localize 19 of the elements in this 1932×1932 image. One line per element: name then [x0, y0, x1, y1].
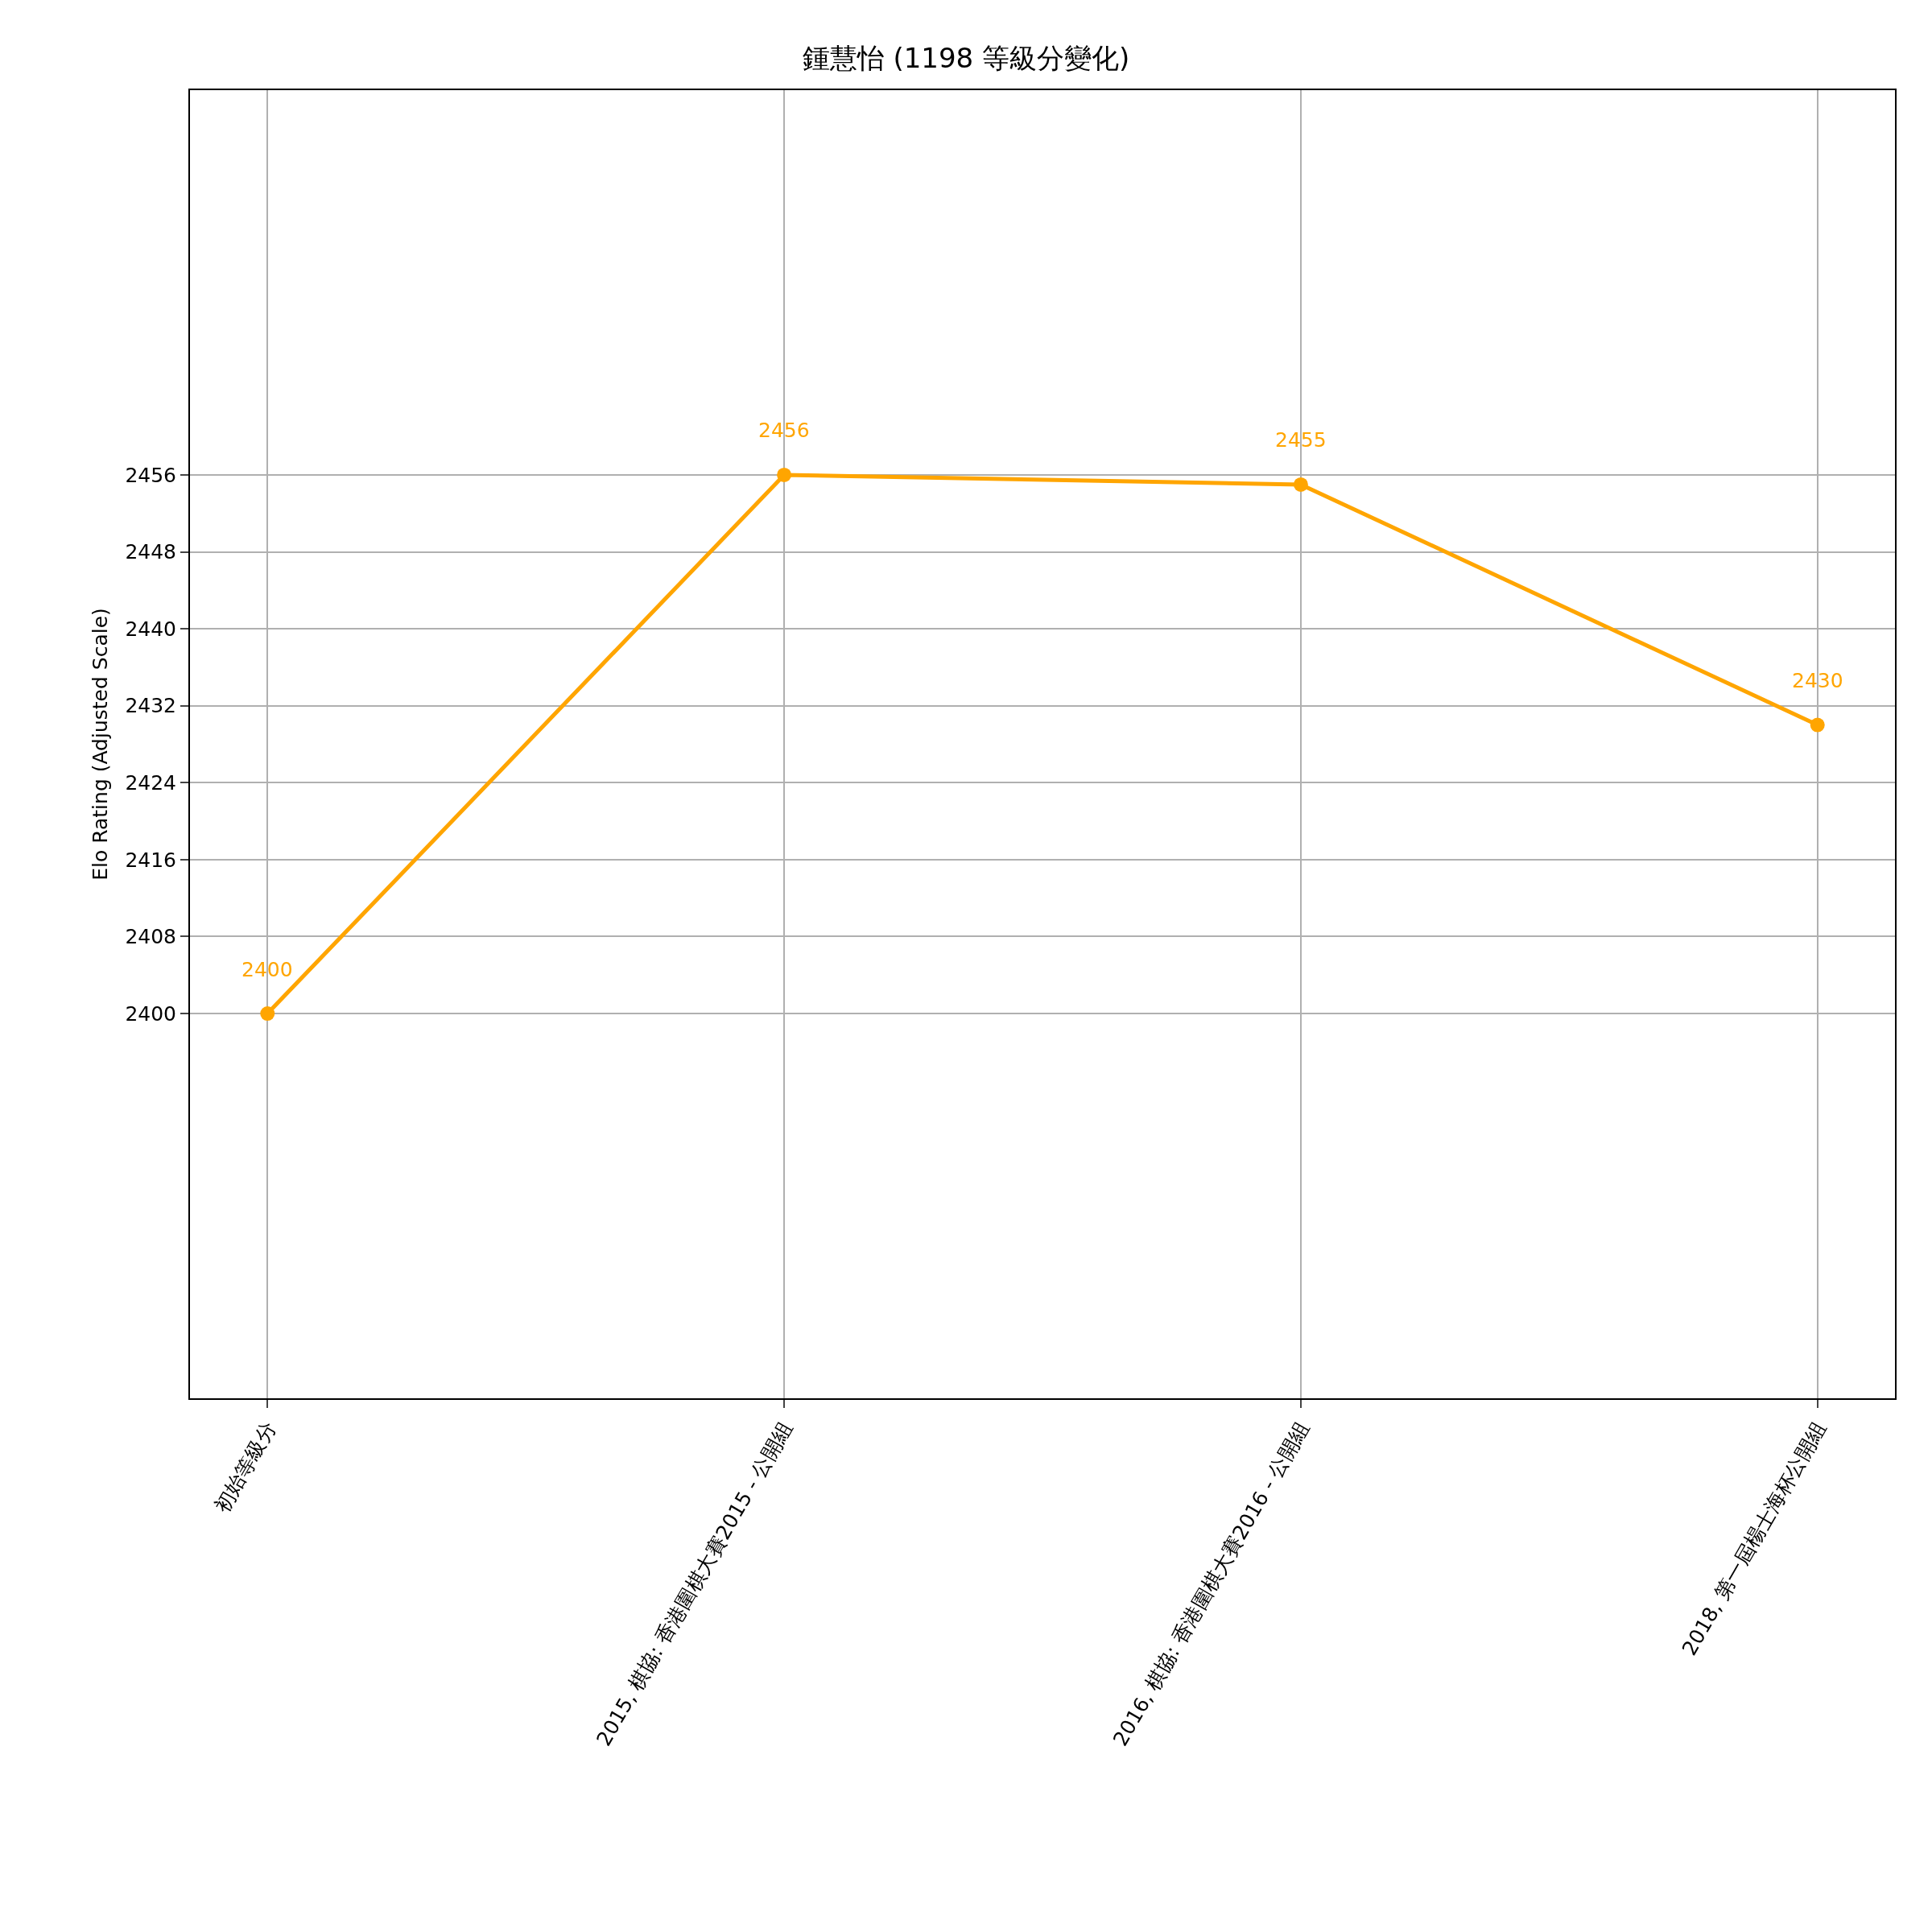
y-tick-label: 2400	[125, 1001, 176, 1026]
data-label: 2455	[1275, 428, 1327, 452]
y-tick-label: 2440	[125, 617, 176, 641]
chart-title: 鍾慧怡 (1198 等級分變化)	[802, 41, 1130, 74]
y-tick-label: 2424	[125, 771, 176, 795]
y-tick-label: 2456	[125, 463, 176, 487]
x-tick-label: 初始等級分	[209, 1418, 281, 1517]
y-tick-label: 2408	[125, 925, 176, 949]
point	[1810, 717, 1825, 733]
y-axis-title: Elo Rating (Adjusted Scale)	[88, 608, 112, 881]
data-label: 2430	[1792, 669, 1843, 692]
y-tick-label: 2448	[125, 540, 176, 564]
y-tick-label: 2432	[125, 694, 176, 718]
y-tick-label: 2416	[125, 848, 176, 872]
data-label: 2456	[758, 419, 810, 442]
point	[777, 467, 792, 482]
point	[260, 1006, 275, 1022]
point	[1293, 477, 1308, 492]
data-label: 2400	[242, 958, 293, 981]
